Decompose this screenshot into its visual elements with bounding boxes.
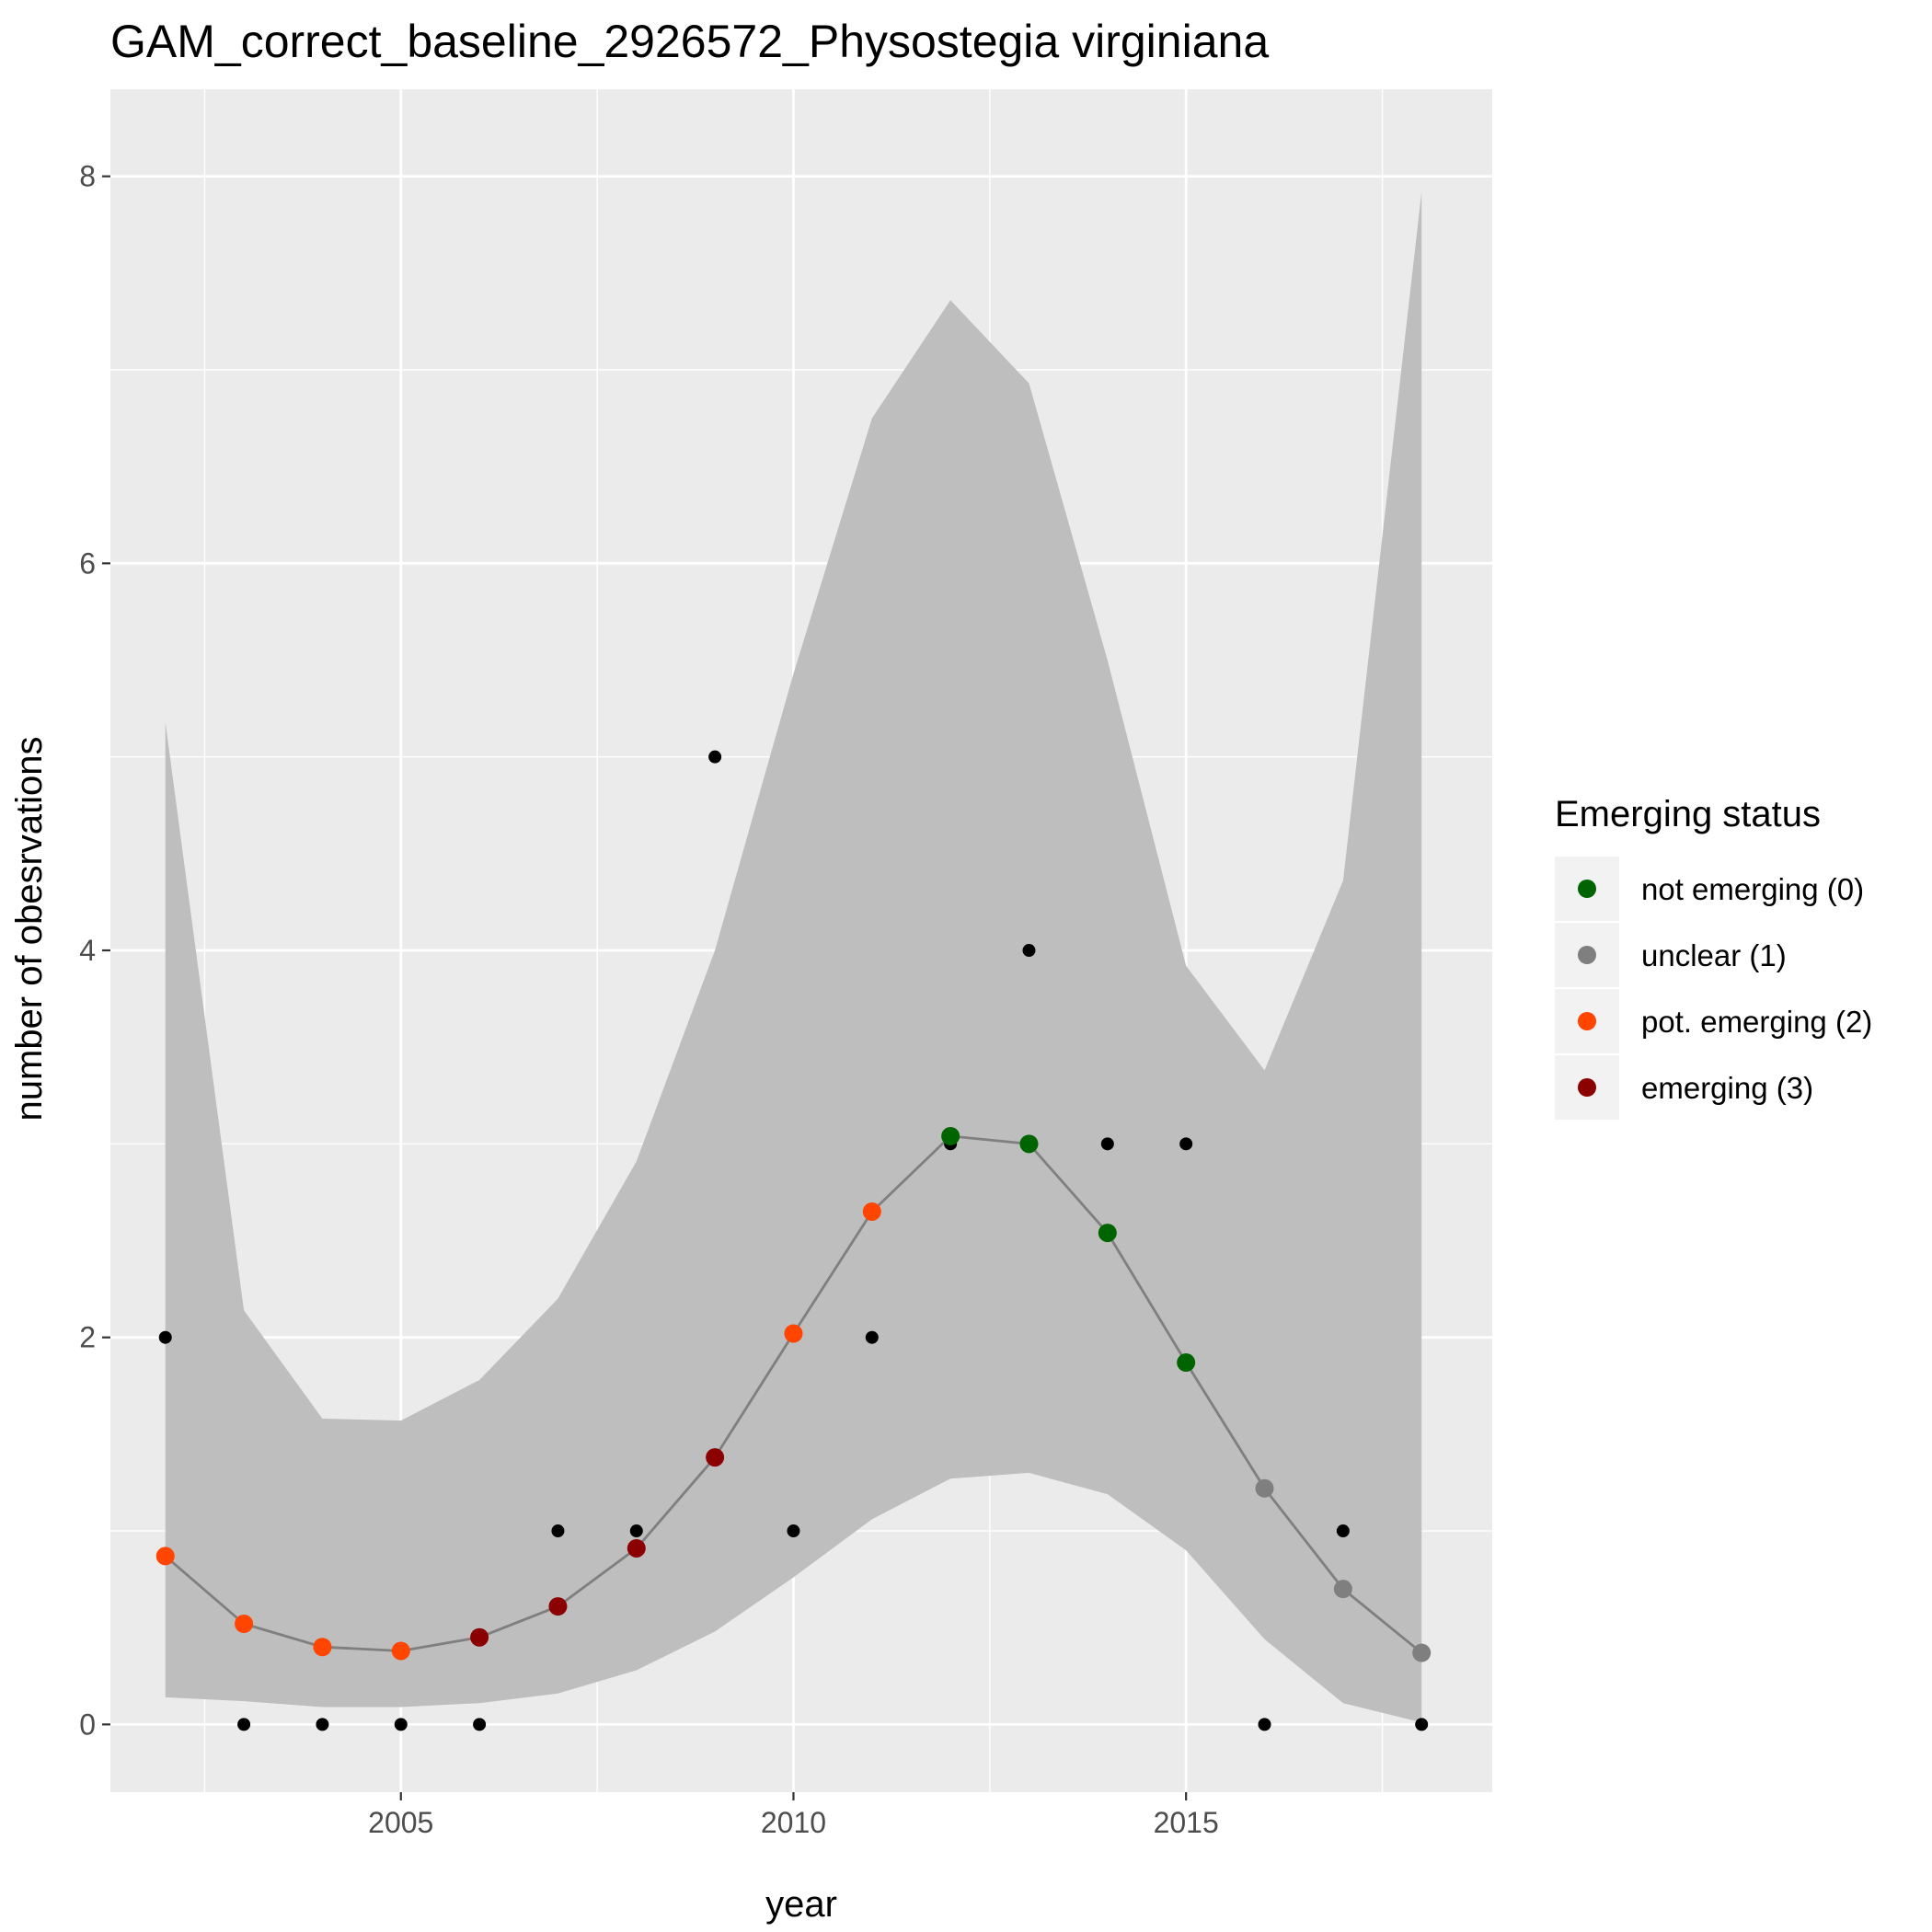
y-tick-label: 2 (79, 1321, 96, 1354)
fitted-point (1177, 1353, 1196, 1373)
fitted-points (155, 1126, 1432, 1662)
y-axis-title: number of obesrvations (9, 736, 50, 1121)
chart-title: GAM_correct_baseline_2926572_Physostegia… (110, 16, 1269, 67)
legend-label: emerging (3) (1641, 1071, 1813, 1105)
legend-swatch (1578, 946, 1596, 964)
legend-label: unclear (1) (1641, 938, 1787, 972)
fitted-point (313, 1638, 332, 1657)
x-axis-title: year (765, 1884, 837, 1925)
observed-point (629, 1524, 643, 1538)
observed-point (1100, 1137, 1114, 1151)
fitted-point (1412, 1643, 1432, 1662)
legend-label: not emerging (0) (1641, 872, 1864, 906)
legend-items: not emerging (0) unclear (1) pot. emerging… (1555, 857, 1872, 1120)
observed-point (1258, 1718, 1271, 1731)
observed-point (787, 1524, 800, 1538)
x-tick-label: 2005 (368, 1806, 433, 1839)
fitted-point (862, 1202, 881, 1221)
observed-point (158, 1330, 172, 1344)
y-tick-label: 8 (79, 160, 96, 193)
observed-point (473, 1718, 487, 1731)
x-tick-label: 2010 (761, 1806, 826, 1839)
observed-point (237, 1718, 251, 1731)
fitted-point (1019, 1134, 1039, 1154)
legend-swatch (1578, 1012, 1596, 1030)
y-tick-label: 6 (79, 546, 96, 580)
fitted-point (1098, 1224, 1117, 1243)
y-tick-label: 0 (79, 1708, 96, 1741)
fitted-point (706, 1448, 725, 1467)
y-axis: 0 2 4 6 8 (79, 160, 110, 1741)
observed-point (551, 1524, 565, 1538)
legend-label: pot. emerging (2) (1641, 1005, 1872, 1039)
y-tick-label: 4 (79, 934, 96, 967)
legend-swatch (1578, 1078, 1596, 1097)
fitted-point (470, 1627, 489, 1647)
observed-point (316, 1718, 329, 1731)
fitted-point (235, 1615, 254, 1634)
fitted-point (1255, 1478, 1274, 1498)
legend-swatch (1578, 880, 1596, 898)
observed-point (1022, 944, 1036, 958)
observed-point (1415, 1718, 1429, 1731)
confidence-ribbon (165, 191, 1422, 1723)
fitted-point (1333, 1580, 1352, 1599)
fitted-point (391, 1641, 410, 1661)
fitted-point (784, 1324, 803, 1343)
observed-point (1179, 1137, 1193, 1151)
observed-point (1336, 1524, 1350, 1538)
x-axis: 2005 2010 2015 (368, 1792, 1219, 1839)
fitted-point (627, 1538, 646, 1558)
fitted-point (155, 1547, 175, 1566)
legend: Emerging status not emerging (0) unclear … (1555, 794, 1872, 1120)
observed-point (394, 1718, 408, 1731)
observed-point (865, 1330, 879, 1344)
x-tick-label: 2015 (1154, 1806, 1219, 1839)
observed-point (708, 750, 722, 764)
legend-title: Emerging status (1555, 794, 1821, 834)
fitted-point (941, 1126, 960, 1145)
fitted-point (548, 1597, 568, 1616)
